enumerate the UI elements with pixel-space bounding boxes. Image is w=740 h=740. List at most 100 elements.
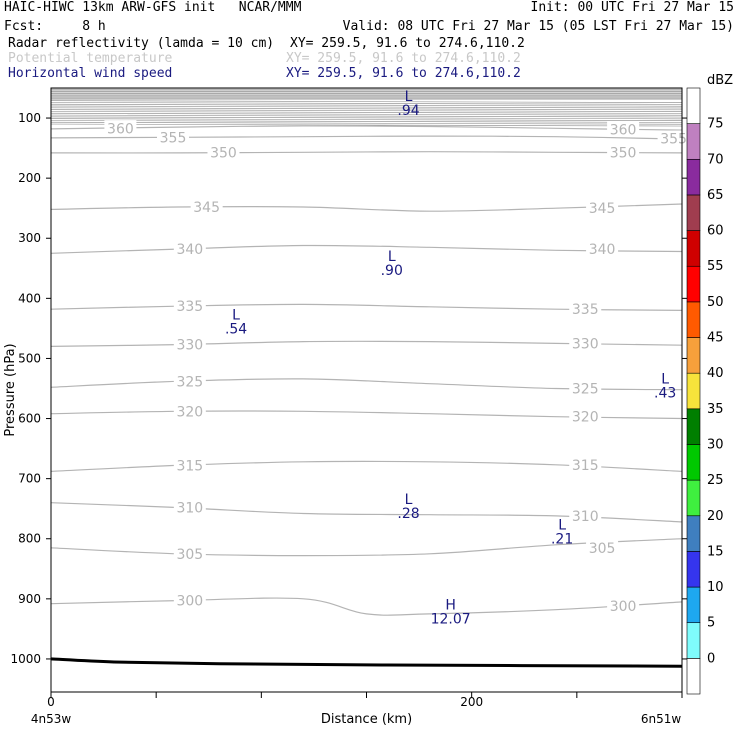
colorbar-swatch xyxy=(686,515,701,552)
colorbar-swatch xyxy=(686,230,701,267)
y-tick-label: 500 xyxy=(18,351,41,365)
colorbar-swatch xyxy=(686,301,701,338)
theta-label: 350 xyxy=(210,145,237,161)
theta-label: 310 xyxy=(176,500,203,516)
theta-label: 335 xyxy=(572,302,599,318)
theta-label-bg xyxy=(173,298,206,314)
top-cap-line xyxy=(50,118,683,122)
theta-label: 345 xyxy=(589,201,616,217)
theta-label-bg xyxy=(569,380,602,396)
forecast-hour: Fcst: 8 h xyxy=(4,19,106,34)
theta-contour-360 xyxy=(50,125,683,131)
y-tick-label: 800 xyxy=(18,532,41,546)
colorbar-label: 60 xyxy=(707,224,724,239)
y-tick-label: 900 xyxy=(18,592,41,606)
theta-contour-350 xyxy=(50,151,683,154)
plot-axes: 100 200 300 400 500 600 700 800 900 1000 0 200 4n53w… xyxy=(3,87,687,727)
colorbar-label: 35 xyxy=(707,402,724,417)
theta-label: 300 xyxy=(176,594,203,610)
theta-label-bg xyxy=(173,241,206,257)
theta-label: 315 xyxy=(572,458,599,474)
colorbar-label: 40 xyxy=(707,366,724,381)
colorbar-swatch xyxy=(686,194,701,231)
colorbar-swatch xyxy=(686,444,701,481)
theta-label: 315 xyxy=(176,458,203,474)
theta-label-bg xyxy=(569,335,602,351)
theta-label: 340 xyxy=(176,242,203,258)
theta-label-bg xyxy=(569,301,602,317)
top-cap-line xyxy=(50,116,683,120)
theta-label-bg xyxy=(586,241,619,257)
theta-label-bg xyxy=(173,336,206,352)
model-title: HAIC-HIWC 13km ARW-GFS init NCAR/MMM xyxy=(4,0,302,15)
colorbar-swatch xyxy=(686,87,701,124)
theta-contour-345 xyxy=(50,203,683,212)
top-cap-line xyxy=(50,102,683,105)
colorbar-unit: dBZ xyxy=(707,73,733,88)
valid-time: Valid: 08 UTC Fri 27 Mar 15 (05 LST Fri … xyxy=(342,19,734,34)
colorbar-swatch xyxy=(686,337,701,374)
theta-label: 320 xyxy=(176,404,203,420)
colorbar-swatch xyxy=(686,123,701,160)
colorbar-swatch xyxy=(686,158,701,196)
top-cap-line xyxy=(50,100,683,103)
top-cap-line xyxy=(50,121,683,125)
theta-label: 335 xyxy=(176,299,203,315)
y-axis-label: Pressure (hPa) xyxy=(3,343,18,436)
colorbar-swatch xyxy=(686,551,701,588)
colorbar-swatch xyxy=(686,586,701,624)
top-cap-line xyxy=(50,114,683,118)
theta-contour-labels: 360 360 355 355 350 350 345 345 340 340 335 335 330 3… xyxy=(104,120,690,615)
theta-label: 360 xyxy=(610,122,637,138)
theta-label-bg xyxy=(607,121,640,137)
colorbar-label: 65 xyxy=(707,188,724,203)
theta-label: 355 xyxy=(160,130,187,146)
colorbar-label: 30 xyxy=(707,437,724,452)
wind-extremum-type: L xyxy=(405,492,413,508)
theta-label-bg xyxy=(173,403,206,419)
theta-label: 355 xyxy=(660,131,687,147)
theta-label-bg xyxy=(569,456,602,472)
colorbar-label: 5 xyxy=(707,616,715,631)
top-cap-line xyxy=(50,112,683,116)
theta-label: 345 xyxy=(193,200,220,216)
field-wind-speed: Horizontal wind speed xyxy=(8,66,173,81)
theta-contour-340 xyxy=(50,244,683,254)
theta-label: 330 xyxy=(572,336,599,352)
theta-label-bg xyxy=(173,592,206,608)
theta-label-bg xyxy=(586,539,619,555)
reflectivity-colorbar: 0 5 10 15 20 25 30 35 40 45 50 55 60 65 70 75 dBZ xyxy=(686,73,733,695)
theta-label: 320 xyxy=(572,410,599,426)
theta-label-bg xyxy=(156,129,189,145)
wind-extremum-type: L xyxy=(405,89,413,105)
theta-label-bg xyxy=(173,373,206,389)
colorbar-label: 20 xyxy=(707,509,724,524)
theta-label-bg xyxy=(207,144,240,160)
theta-label-bg xyxy=(569,507,602,523)
colorbar-swatch xyxy=(686,479,701,517)
colorbar-swatch xyxy=(686,372,701,410)
wind-extremum-type: L xyxy=(232,307,240,323)
colorbar-swatch xyxy=(686,622,701,659)
top-cap-line xyxy=(50,109,683,112)
wind-extremum-value: .54 xyxy=(225,321,247,337)
theta-label-bg xyxy=(173,545,206,561)
theta-label: 330 xyxy=(176,338,203,354)
top-cap-line xyxy=(50,111,683,114)
x-end-label: 6n51w xyxy=(641,712,682,726)
theta-label-bg xyxy=(104,120,137,136)
theta-label: 360 xyxy=(107,121,134,137)
theta-label: 340 xyxy=(589,242,616,258)
colorbar-label: 15 xyxy=(707,544,724,559)
init-time: Init: 00 UTC Fri 27 Mar 15 xyxy=(530,0,735,15)
top-level-contour-cap xyxy=(50,87,683,127)
theta-label: 310 xyxy=(572,509,599,525)
field-wind-speed-xy: XY= 259.5, 91.6 to 274.6,110.2 xyxy=(286,66,521,81)
wind-extremum-value: 12.07 xyxy=(431,612,471,628)
colorbar-label: 10 xyxy=(707,580,724,595)
y-tick-label: 700 xyxy=(18,472,41,486)
theta-label-bg xyxy=(190,198,223,214)
field-potential-temperature-xy: XY= 259.5, 91.6 to 274.6,110.2 xyxy=(286,51,521,66)
y-tick-label: 400 xyxy=(18,291,41,305)
